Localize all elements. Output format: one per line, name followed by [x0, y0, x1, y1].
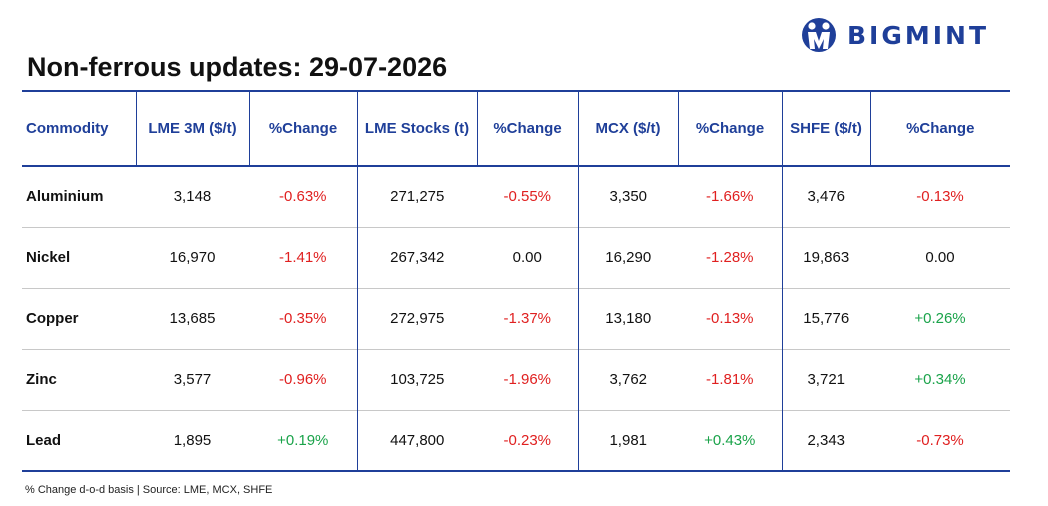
- table-row: Copper 13,685 -0.35% 272,975 -1.37% 13,1…: [22, 288, 1010, 349]
- column-header-shfe: SHFE ($/t): [781, 91, 870, 166]
- lme-3m-price: 3,577: [173, 371, 212, 388]
- shfe-price: 15,776: [781, 288, 870, 349]
- mcx-change: -0.13%: [705, 310, 754, 327]
- bigmint-logo: BIGMINT: [801, 15, 989, 55]
- lme-stocks-change: -1.96%: [503, 371, 552, 388]
- mcx-price: 3,350: [577, 166, 678, 227]
- column-header-mcx-change: %Change: [677, 91, 782, 166]
- column-header-lme-stocks-change: %Change: [476, 91, 578, 166]
- shfe-change: +0.34%: [914, 371, 966, 388]
- lme-3m-price: 13,685: [169, 310, 216, 327]
- table-row: Zinc 3,577 -0.96% 103,725 -1.96% 3,762 -…: [22, 349, 1010, 410]
- lme-3m-price: 3,148: [173, 188, 212, 206]
- lme-stocks-value: 447,800: [356, 410, 477, 471]
- shfe-price: 2,343: [781, 410, 870, 471]
- lme-stocks-value: 272,975: [356, 288, 477, 349]
- commodity-name: Zinc: [26, 371, 57, 388]
- commodity-name: Lead: [26, 431, 62, 449]
- column-header-commodity: Commodity: [26, 120, 109, 137]
- commodity-name: Nickel: [26, 249, 71, 266]
- shfe-change: -0.13%: [916, 188, 964, 206]
- commodity-table: Commodity LME 3M ($/t) %Change LME Stock…: [22, 90, 1010, 472]
- mcx-price: 13,180: [577, 288, 678, 349]
- mcx-price: 3,762: [577, 349, 678, 410]
- table-header-row: Commodity LME 3M ($/t) %Change LME Stock…: [22, 91, 1010, 166]
- shfe-change: 0.00: [925, 249, 955, 266]
- lme-3m-change: -0.96%: [278, 371, 327, 388]
- lme-3m-change: -1.41%: [278, 249, 327, 266]
- commodity-table-container: Commodity LME 3M ($/t) %Change LME Stock…: [22, 90, 1010, 472]
- lme-3m-change: -0.35%: [278, 310, 327, 327]
- mcx-change: -1.66%: [705, 188, 754, 206]
- column-header-lme-3m: LME 3M ($/t): [135, 91, 249, 166]
- shfe-price: 3,476: [781, 166, 870, 227]
- commodity-name: Copper: [26, 310, 79, 327]
- shfe-change: +0.26%: [914, 310, 966, 327]
- shfe-price: 3,721: [781, 349, 870, 410]
- commodity-name: Aluminium: [26, 188, 104, 206]
- brand-name: BIGMINT: [847, 20, 990, 50]
- column-header-lme-3m-change: %Change: [248, 91, 357, 166]
- bigmint-logo-icon: [802, 18, 836, 52]
- table-row: Aluminium 3,148 -0.63% 271,275 -0.55% 3,…: [22, 166, 1010, 227]
- lme-3m-price: 16,970: [169, 249, 216, 266]
- lme-3m-price: 1,895: [173, 431, 212, 449]
- column-header-lme-stocks: LME Stocks (t): [356, 91, 477, 166]
- lme-3m-change: +0.19%: [277, 431, 329, 449]
- table-row: Lead 1,895 +0.19% 447,800 -0.23% 1,981 +…: [22, 410, 1010, 471]
- lme-3m-change: -0.63%: [278, 188, 327, 206]
- column-header-shfe-change: %Change: [869, 91, 1010, 166]
- shfe-change: -0.73%: [916, 431, 964, 449]
- lme-stocks-value: 267,342: [356, 227, 477, 288]
- page-title: Non-ferrous updates: 29-07-2026: [27, 52, 448, 82]
- mcx-change: -1.28%: [705, 249, 754, 266]
- table-row: Nickel 16,970 -1.41% 267,342 0.00 16,290…: [22, 227, 1010, 288]
- source-footnote: % Change d-o-d basis | Source: LME, MCX,…: [25, 484, 273, 496]
- mcx-change: +0.43%: [704, 431, 756, 449]
- lme-stocks-change: 0.00: [512, 249, 542, 266]
- mcx-change: -1.81%: [705, 371, 754, 388]
- shfe-price: 19,863: [781, 227, 870, 288]
- column-header-mcx: MCX ($/t): [577, 91, 678, 166]
- lme-stocks-value: 103,725: [356, 349, 477, 410]
- mcx-price: 1,981: [577, 410, 678, 471]
- lme-stocks-change: -0.55%: [503, 188, 552, 206]
- lme-stocks-value: 271,275: [356, 166, 477, 227]
- lme-stocks-change: -1.37%: [503, 310, 552, 327]
- mcx-price: 16,290: [577, 227, 678, 288]
- lme-stocks-change: -0.23%: [503, 431, 552, 449]
